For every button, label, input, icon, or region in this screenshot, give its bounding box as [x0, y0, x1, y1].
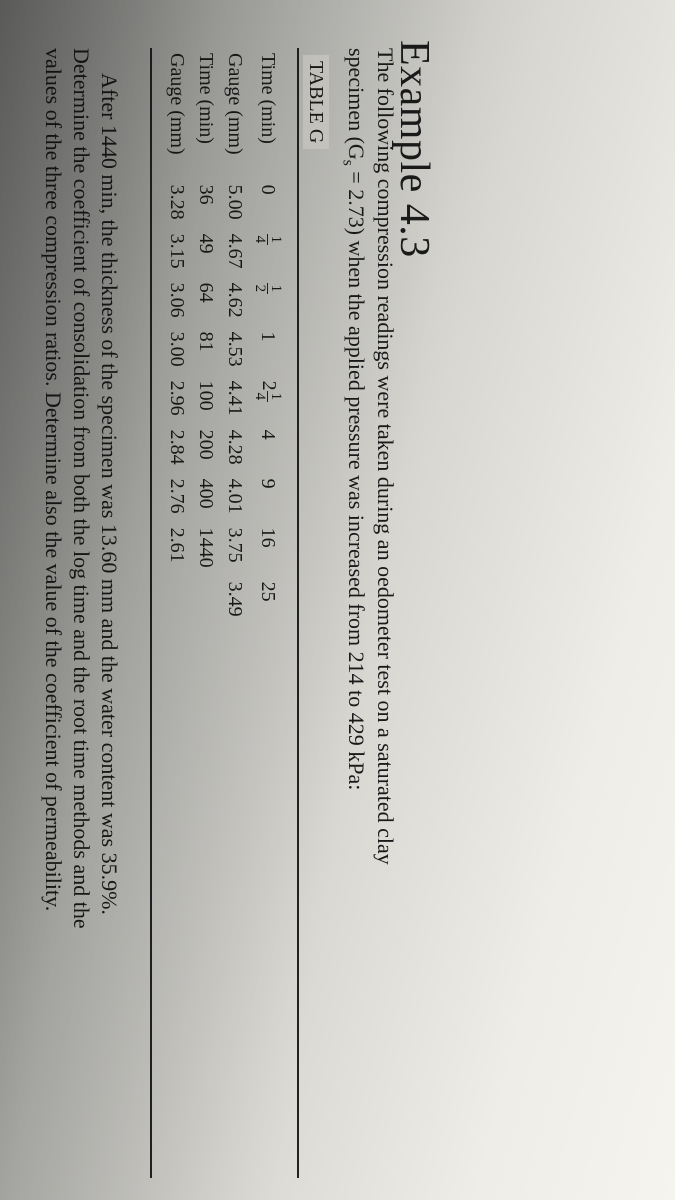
- cell: 4.28: [220, 430, 249, 479]
- cell: 3.75: [220, 528, 249, 582]
- cell: 4: [249, 430, 286, 479]
- cell: 3.49: [220, 582, 249, 631]
- cell: [162, 582, 191, 631]
- row-label: Gauge (mm): [162, 53, 191, 185]
- after-line-3: values of the three compression ratios. …: [40, 48, 66, 911]
- cell: 2.76: [162, 479, 191, 528]
- table-row: Time (min) 0 14 12 1 214 4 9 16 25: [249, 53, 286, 631]
- intro-line-2: specimen (Gs = 2.73) when the applied pr…: [339, 48, 369, 790]
- intro-p1: 214: [344, 652, 369, 685]
- table-row: Gauge (mm) 3.28 3.15 3.06 3.00 2.96 2.84…: [162, 53, 191, 631]
- table-row: Gauge (mm) 5.00 4.67 4.62 4.53 4.41 4.28…: [220, 53, 249, 631]
- cell: 2.84: [162, 430, 191, 479]
- cell: 36: [191, 185, 220, 234]
- row-label: Gauge (mm): [220, 53, 249, 185]
- cell: 4.67: [220, 234, 249, 283]
- cell: 1: [249, 332, 286, 381]
- cell: 12: [249, 283, 286, 332]
- table-rule-bottom: [150, 48, 152, 1178]
- frac-n: 1: [267, 283, 283, 295]
- intro-line-1: The following compression readings were …: [372, 48, 398, 865]
- cell: 25: [249, 582, 286, 631]
- intro-prefix: specimen (G: [344, 48, 369, 160]
- cell: 400: [191, 479, 220, 528]
- frac-n: 1: [267, 234, 283, 246]
- data-table: Time (min) 0 14 12 1 214 4 9 16 25 Gauge…: [162, 53, 286, 631]
- intro-to: to: [344, 685, 369, 713]
- frac-n: 1: [267, 391, 283, 403]
- table-row: Time (min) 36 49 64 81 100 200 400 1440: [191, 53, 220, 631]
- after-line-2: Determine the coefficient of consolidati…: [68, 48, 94, 929]
- cell: 1440: [191, 528, 220, 582]
- cell: 3.28: [162, 185, 191, 234]
- cell: 4.62: [220, 283, 249, 332]
- intro-p2: 429 kPa:: [344, 713, 369, 791]
- cell: 81: [191, 332, 220, 381]
- cell: 214: [249, 381, 286, 430]
- mixed-whole: 2: [258, 381, 280, 391]
- cell: 3.15: [162, 234, 191, 283]
- cell: 9: [249, 479, 286, 528]
- cell: 2.61: [162, 528, 191, 582]
- frac-d: 4: [252, 391, 267, 403]
- row-label: Time (min): [249, 53, 286, 185]
- frac-d: 2: [252, 283, 267, 295]
- cell: 200: [191, 430, 220, 479]
- frac-d: 4: [252, 234, 267, 246]
- cell: 0: [249, 185, 286, 234]
- table-label: TABLE G: [303, 55, 329, 149]
- cell: [191, 582, 220, 631]
- cell: 14: [249, 234, 286, 283]
- cell: 3.00: [162, 332, 191, 381]
- after-line-1: After 1440 min, the thickness of the spe…: [96, 73, 122, 915]
- cell: 100: [191, 381, 220, 430]
- row-label: Time (min): [191, 53, 220, 185]
- cell: 64: [191, 283, 220, 332]
- cell: 3.06: [162, 283, 191, 332]
- intro-mid: = 2.73) when the applied pressure was in…: [344, 166, 369, 652]
- cell: 4.41: [220, 381, 249, 430]
- cell: 49: [191, 234, 220, 283]
- cell: 5.00: [220, 185, 249, 234]
- cell: 4.53: [220, 332, 249, 381]
- table-rule-top: [297, 48, 299, 1178]
- cell: 16: [249, 528, 286, 582]
- cell: 2.96: [162, 381, 191, 430]
- cell: 4.01: [220, 479, 249, 528]
